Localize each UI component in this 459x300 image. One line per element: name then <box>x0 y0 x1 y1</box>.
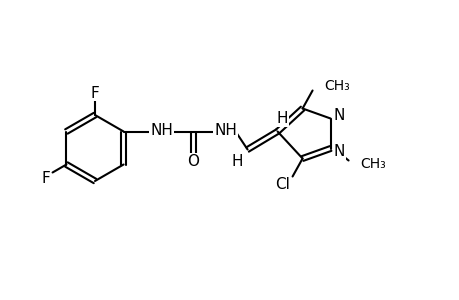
Text: NH: NH <box>214 123 236 138</box>
Text: F: F <box>90 85 99 100</box>
Text: N: N <box>333 144 345 159</box>
Text: N: N <box>333 108 345 123</box>
Text: Cl: Cl <box>274 177 289 192</box>
Text: CH₃: CH₃ <box>360 157 386 170</box>
Text: H: H <box>276 111 288 126</box>
Text: O: O <box>187 154 199 169</box>
Text: H: H <box>231 154 243 169</box>
Text: CH₃: CH₃ <box>324 79 350 92</box>
Text: F: F <box>41 171 50 186</box>
Text: NH: NH <box>150 123 173 138</box>
